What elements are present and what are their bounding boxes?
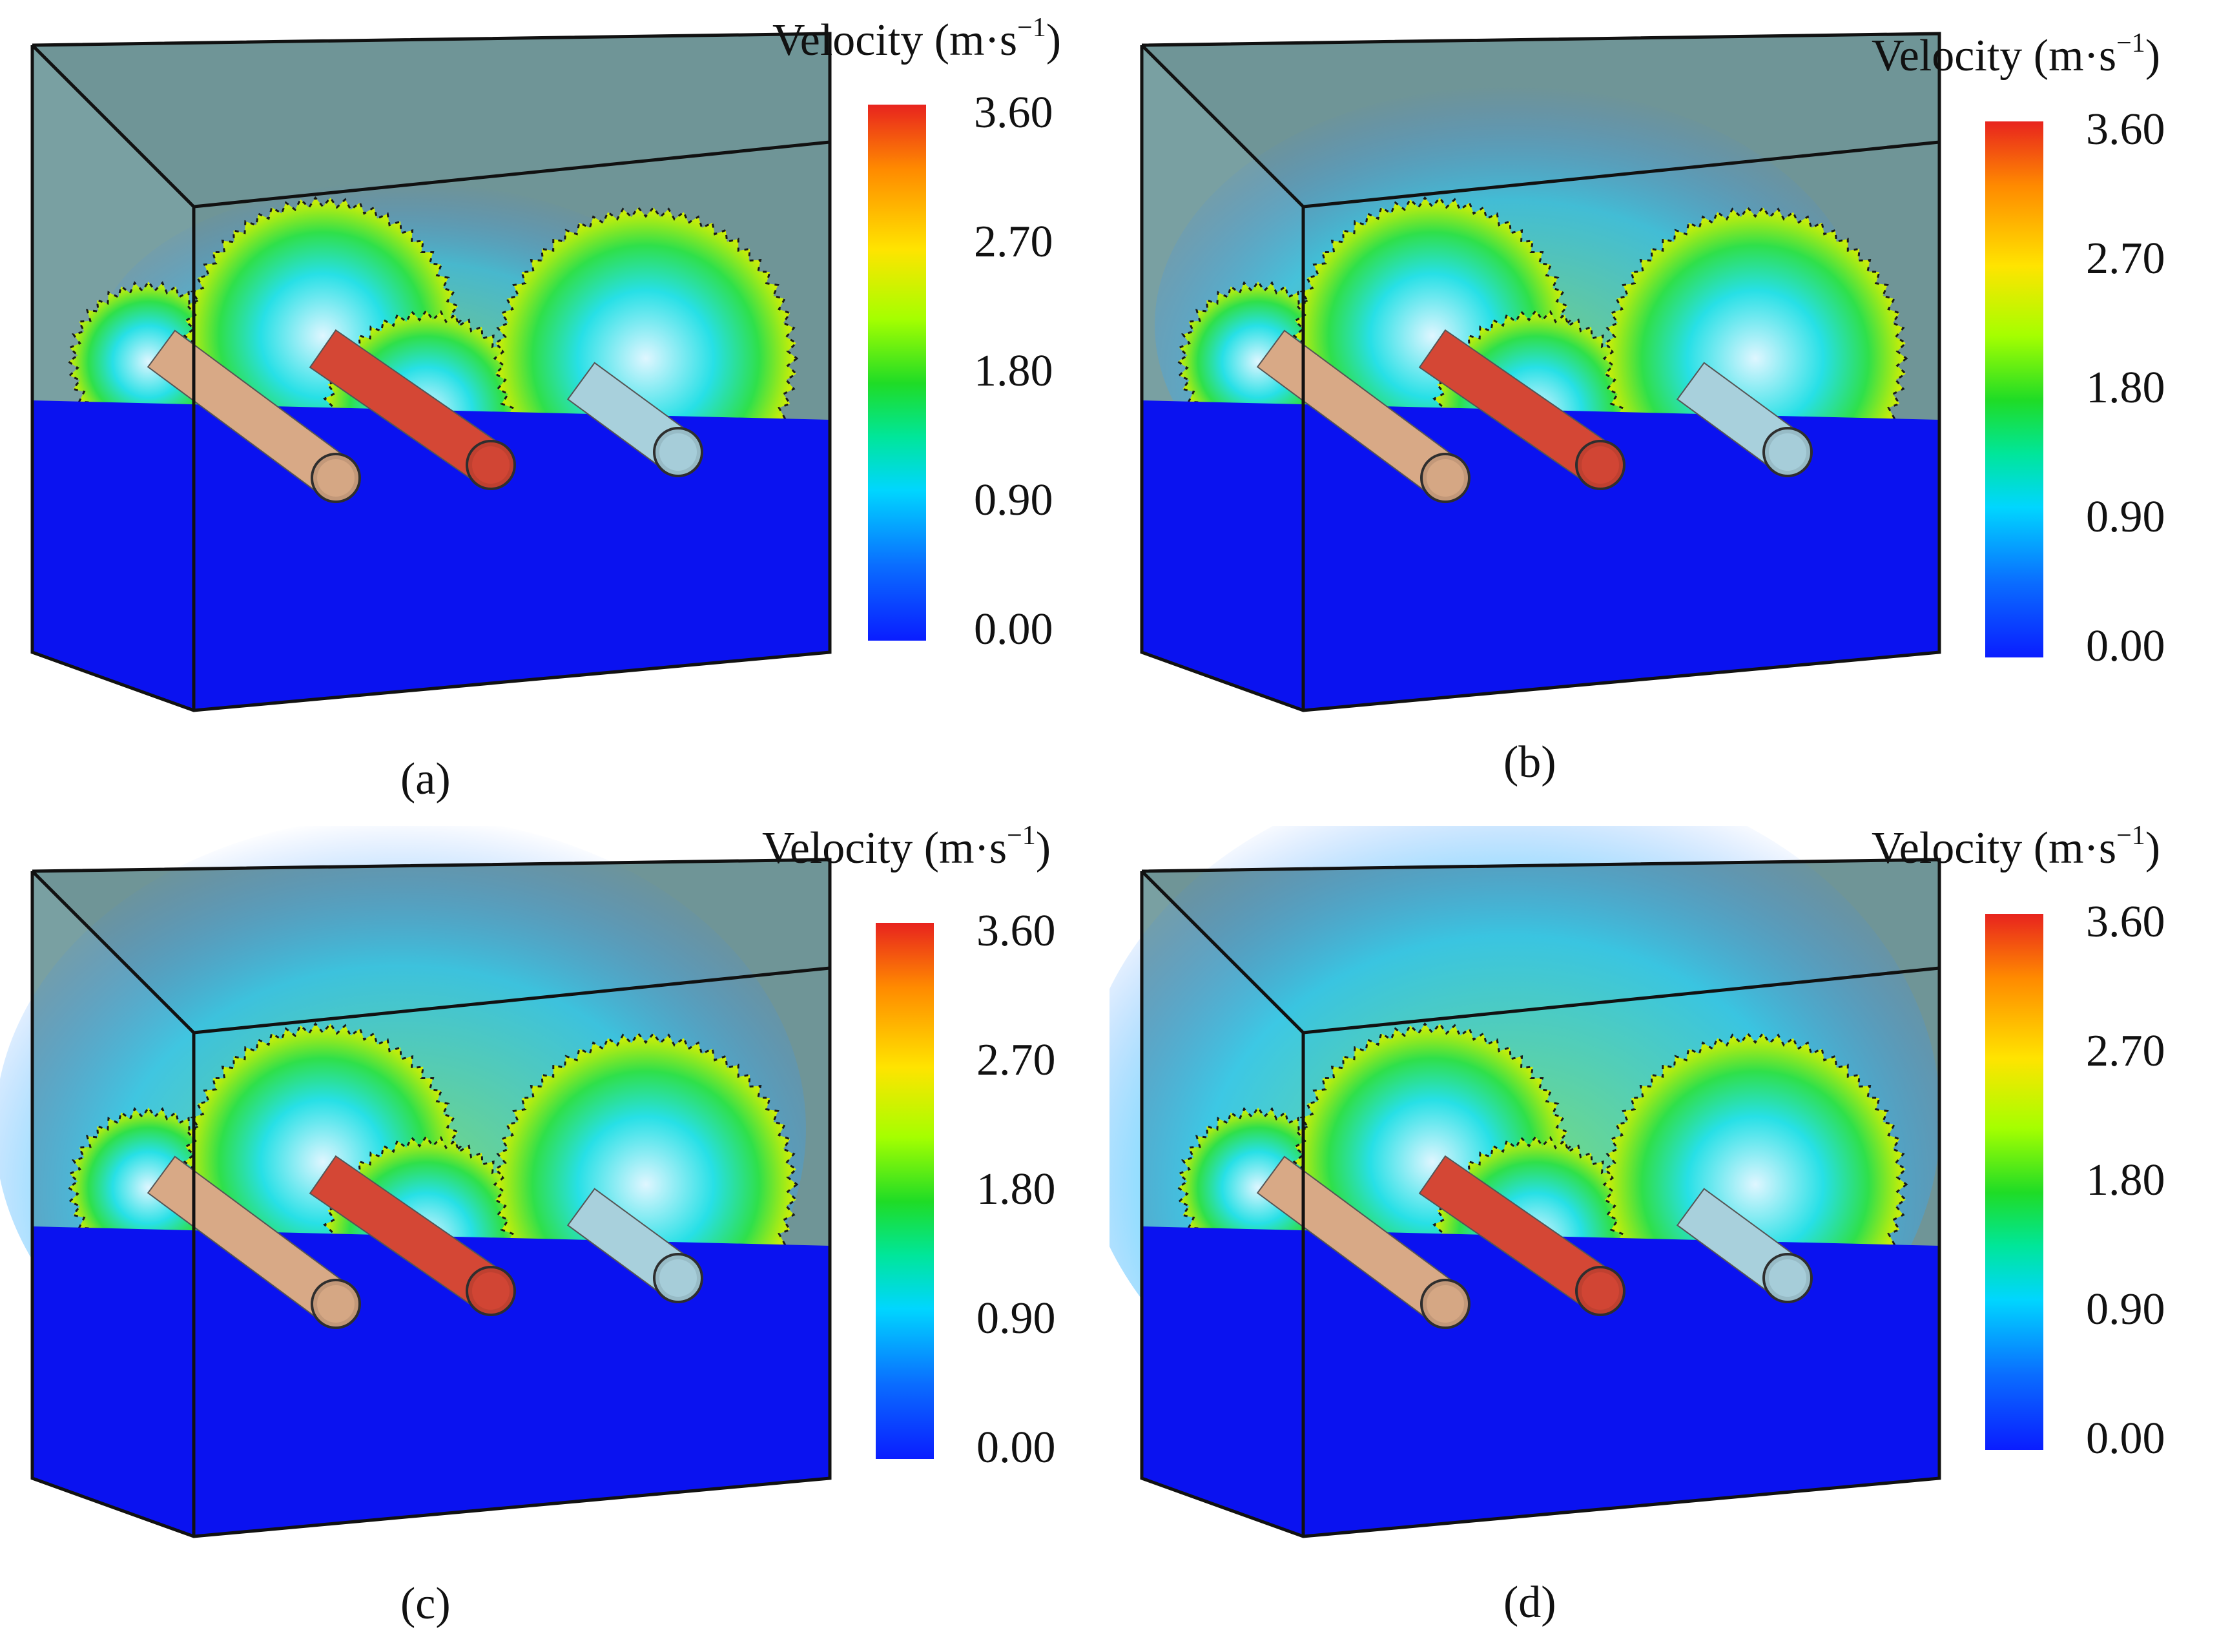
tick-label: 2.70 xyxy=(2086,234,2165,284)
tick-label: 2.70 xyxy=(974,217,1053,267)
tick-label: 0.00 xyxy=(974,604,1053,654)
tick-label: 3.60 xyxy=(976,906,1056,956)
tank-frame xyxy=(1140,32,1941,712)
tick-label: 1.80 xyxy=(2086,363,2165,413)
shaft-input xyxy=(1256,1155,1471,1329)
gear-tank-simulation xyxy=(0,826,832,1538)
shaft-input xyxy=(1256,329,1471,503)
tank-frame xyxy=(1140,858,1941,1538)
tank-frame xyxy=(30,32,832,712)
oil-pool xyxy=(32,400,830,710)
tick-label: 3.60 xyxy=(2086,897,2165,947)
shaft-middle xyxy=(1418,1155,1626,1316)
velocity-colorbar xyxy=(876,923,934,1459)
shaft-middle xyxy=(309,329,516,490)
tick-label: 0.90 xyxy=(976,1294,1056,1343)
panel-caption: (a) xyxy=(400,754,451,804)
shaft-middle xyxy=(1418,329,1626,490)
legend-title: Velocity (m·s−1) xyxy=(1872,28,2161,81)
velocity-colorbar xyxy=(1985,914,2043,1450)
tick-label: 0.90 xyxy=(974,475,1053,525)
tick-label: 3.60 xyxy=(974,88,1053,138)
velocity-colorbar xyxy=(1985,121,2043,657)
oil-pool xyxy=(1142,400,1939,710)
shaft-middle xyxy=(309,1155,516,1316)
tick-label: 0.00 xyxy=(976,1423,1056,1472)
gear-tank-simulation xyxy=(1140,32,1941,712)
panel-c: Velocity (m·s−1) 3.60 2.70 1.80 0.90 0.0… xyxy=(0,821,1110,1652)
panel-caption: (d) xyxy=(1503,1578,1556,1627)
shaft-input xyxy=(147,329,361,503)
panel-b: Velocity (m·s−1) 3.60 2.70 1.80 0.90 0.0… xyxy=(1110,0,2219,826)
panel-d: Velocity (m·s−1) 3.60 2.70 1.80 0.90 0.0… xyxy=(1110,821,2219,1652)
gear-tank-simulation xyxy=(30,32,832,712)
tick-label: 1.80 xyxy=(974,346,1053,396)
tick-label: 0.90 xyxy=(2086,492,2165,542)
tick-label: 0.00 xyxy=(2086,621,2165,671)
panel-caption: (b) xyxy=(1503,738,1556,787)
tick-label: 2.70 xyxy=(2086,1026,2165,1076)
shaft-output xyxy=(566,1188,703,1303)
oil-pool xyxy=(1142,1226,1939,1536)
oil-pool xyxy=(32,1226,830,1536)
tick-label: 1.80 xyxy=(976,1164,1056,1214)
legend-title: Velocity (m·s−1) xyxy=(1872,821,2161,873)
tick-label: 2.70 xyxy=(976,1035,1056,1085)
legend-title: Velocity (m·s−1) xyxy=(762,821,1051,873)
legend-title: Velocity (m·s−1) xyxy=(772,13,1062,65)
tank-frame xyxy=(30,858,832,1538)
gear-tank-simulation xyxy=(1110,826,1941,1538)
tick-label: 1.80 xyxy=(2086,1155,2165,1205)
tick-label: 0.90 xyxy=(2086,1285,2165,1334)
velocity-colorbar xyxy=(868,105,926,641)
shaft-output xyxy=(1676,1188,1813,1303)
tick-label: 3.60 xyxy=(2086,105,2165,154)
shaft-output xyxy=(1676,362,1813,477)
shaft-output xyxy=(566,362,703,477)
panel-caption: (c) xyxy=(400,1579,451,1629)
shaft-input xyxy=(147,1155,361,1329)
panel-a: Velocity (m·s−1) 3.60 2.70 1.80 0.90 0.0… xyxy=(0,0,1110,826)
tick-label: 0.00 xyxy=(2086,1414,2165,1463)
